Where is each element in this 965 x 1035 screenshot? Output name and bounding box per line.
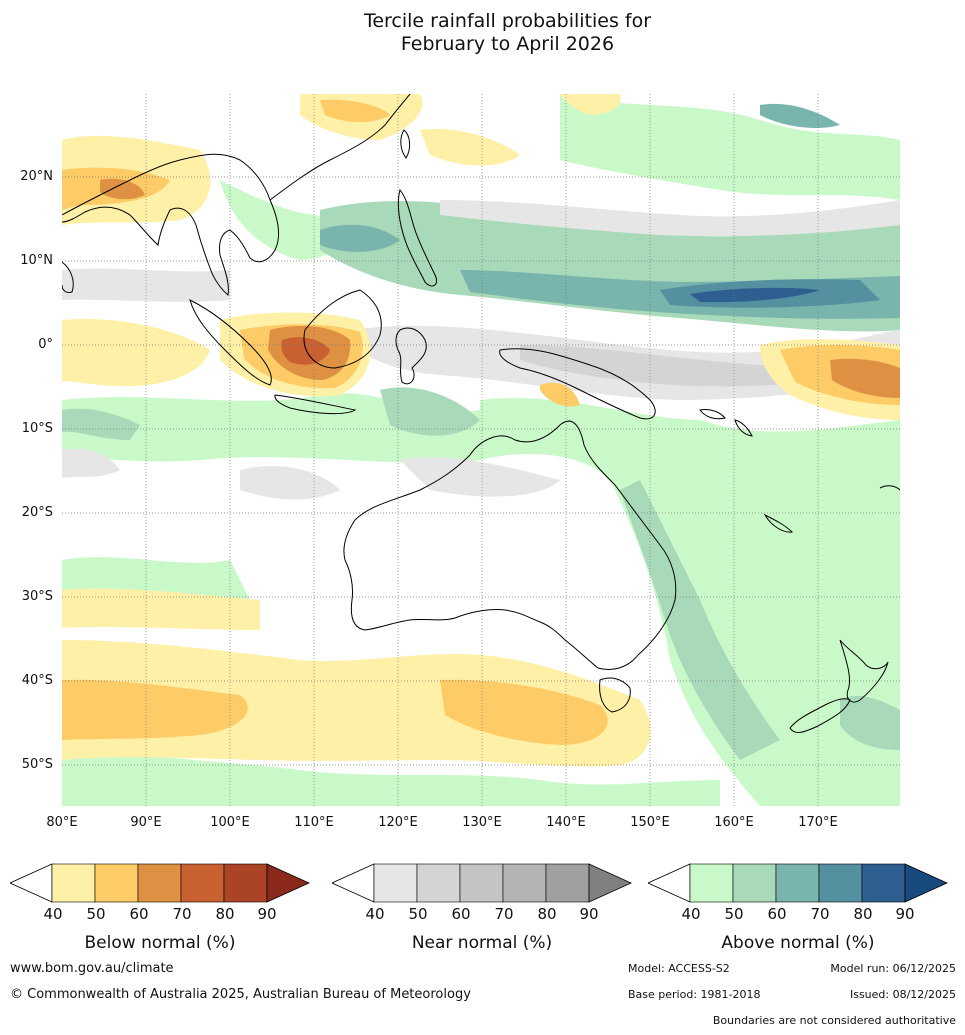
below-normal-over-arrow <box>266 863 310 903</box>
lon-label: 90°E <box>130 815 162 830</box>
above-normal-swatch <box>689 863 734 903</box>
title-line-1: Tercile rainfall probabilities for <box>363 10 652 32</box>
tick-label: 60 <box>451 905 471 923</box>
australia-coast <box>343 420 677 670</box>
near-normal-swatch <box>416 863 461 903</box>
below-normal-swatch <box>51 863 96 903</box>
lat-label: 20°S <box>21 505 53 520</box>
colorbar-below-normal <box>10 863 310 903</box>
tick-label: 90 <box>257 905 277 923</box>
above-normal-swatch <box>818 863 863 903</box>
lat-label: 30°S <box>21 589 53 604</box>
near-normal-label: Near normal (%) <box>411 933 553 953</box>
disclaimer-text: Boundaries are not considered authoritat… <box>712 1014 956 1027</box>
lat-label: 10°S <box>21 421 53 436</box>
tick-label: 70 <box>810 905 830 923</box>
above-normal-80 <box>690 287 820 303</box>
lon-label: 150°E <box>630 815 670 830</box>
new-caledonia-coast <box>763 513 794 533</box>
below-normal-swatch <box>180 863 225 903</box>
rainfall-probability-map <box>62 94 900 806</box>
below-normal-swatch <box>137 863 182 903</box>
mainland-asia-coast <box>62 153 280 296</box>
borneo-coast <box>303 289 382 369</box>
new-guinea-coast <box>499 348 656 420</box>
tick-label: 50 <box>408 905 428 923</box>
below-normal-swatch <box>94 863 139 903</box>
title-line-2: February to April 2026 <box>400 33 615 55</box>
lon-label: 110°E <box>294 815 334 830</box>
near-normal-swatch <box>545 863 590 903</box>
lon-label: 120°E <box>378 815 418 830</box>
above-normal-over-arrow <box>904 863 948 903</box>
colorbar-above-normal <box>648 863 948 903</box>
china-coast <box>269 94 411 201</box>
near-normal-over-arrow <box>588 863 632 903</box>
tick-label: 40 <box>365 905 385 923</box>
above-normal-swatch <box>732 863 777 903</box>
above-normal-label: Above normal (%) <box>721 933 875 953</box>
tasmania-coast <box>599 677 631 713</box>
tick-label: 60 <box>129 905 149 923</box>
sulawesi-coast <box>395 327 427 385</box>
tick-label: 50 <box>86 905 106 923</box>
above-normal-swatch <box>775 863 820 903</box>
new-zealand-south <box>789 698 851 733</box>
java-coast <box>274 394 357 415</box>
tick-label: 70 <box>172 905 192 923</box>
tick-label: 70 <box>494 905 514 923</box>
below-normal-under-arrow <box>10 863 53 903</box>
lon-label: 100°E <box>210 815 250 830</box>
model-run-text: Model run: 06/12/2025 <box>830 962 956 975</box>
near-normal-swatch <box>373 863 418 903</box>
colorbar-near-normal <box>332 863 632 903</box>
sumatra-coast <box>189 299 272 386</box>
tick-label: 50 <box>724 905 744 923</box>
lat-label: 20°N <box>20 169 53 184</box>
lon-label: 140°E <box>546 815 586 830</box>
sri-lanka-coast <box>62 261 74 293</box>
chart-title: Tercile rainfall probabilities for Febru… <box>0 10 965 56</box>
lat-label: 50°S <box>21 757 53 772</box>
lon-label: 160°E <box>714 815 754 830</box>
tick-label: 40 <box>681 905 701 923</box>
above-normal-swatch <box>861 863 906 903</box>
near-normal-swatch <box>459 863 504 903</box>
tick-label: 80 <box>537 905 557 923</box>
lon-label: 80°E <box>46 815 78 830</box>
tick-label: 90 <box>579 905 599 923</box>
tick-label: 90 <box>895 905 915 923</box>
tick-label: 80 <box>215 905 235 923</box>
coastlines <box>62 94 900 733</box>
lat-label: 10°N <box>20 253 53 268</box>
new-zealand-north <box>839 639 889 703</box>
lon-label: 130°E <box>462 815 502 830</box>
above-normal-under-arrow <box>648 863 691 903</box>
issued-text: Issued: 08/12/2025 <box>849 988 956 1001</box>
below-normal-swatch <box>223 863 268 903</box>
lat-label: 0° <box>38 337 53 352</box>
near-normal-swatch <box>502 863 547 903</box>
lon-label: 170°E <box>798 815 838 830</box>
website-link[interactable]: www.bom.gov.au/climate <box>10 961 174 976</box>
below-normal-label: Below normal (%) <box>84 933 236 953</box>
tick-label: 80 <box>853 905 873 923</box>
copyright-text: © Commonwealth of Australia 2025, Austra… <box>10 987 471 1002</box>
below-normal-70 <box>281 337 330 365</box>
base-period-text: Base period: 1981-2018 <box>628 988 761 1001</box>
taiwan-coast <box>400 129 411 159</box>
philippines-coast <box>397 188 438 287</box>
tick-label: 60 <box>767 905 787 923</box>
near-normal-under-arrow <box>332 863 375 903</box>
model-text: Model: ACCESS-S2 <box>628 962 730 975</box>
lat-label: 40°S <box>21 673 53 688</box>
tick-label: 40 <box>43 905 63 923</box>
